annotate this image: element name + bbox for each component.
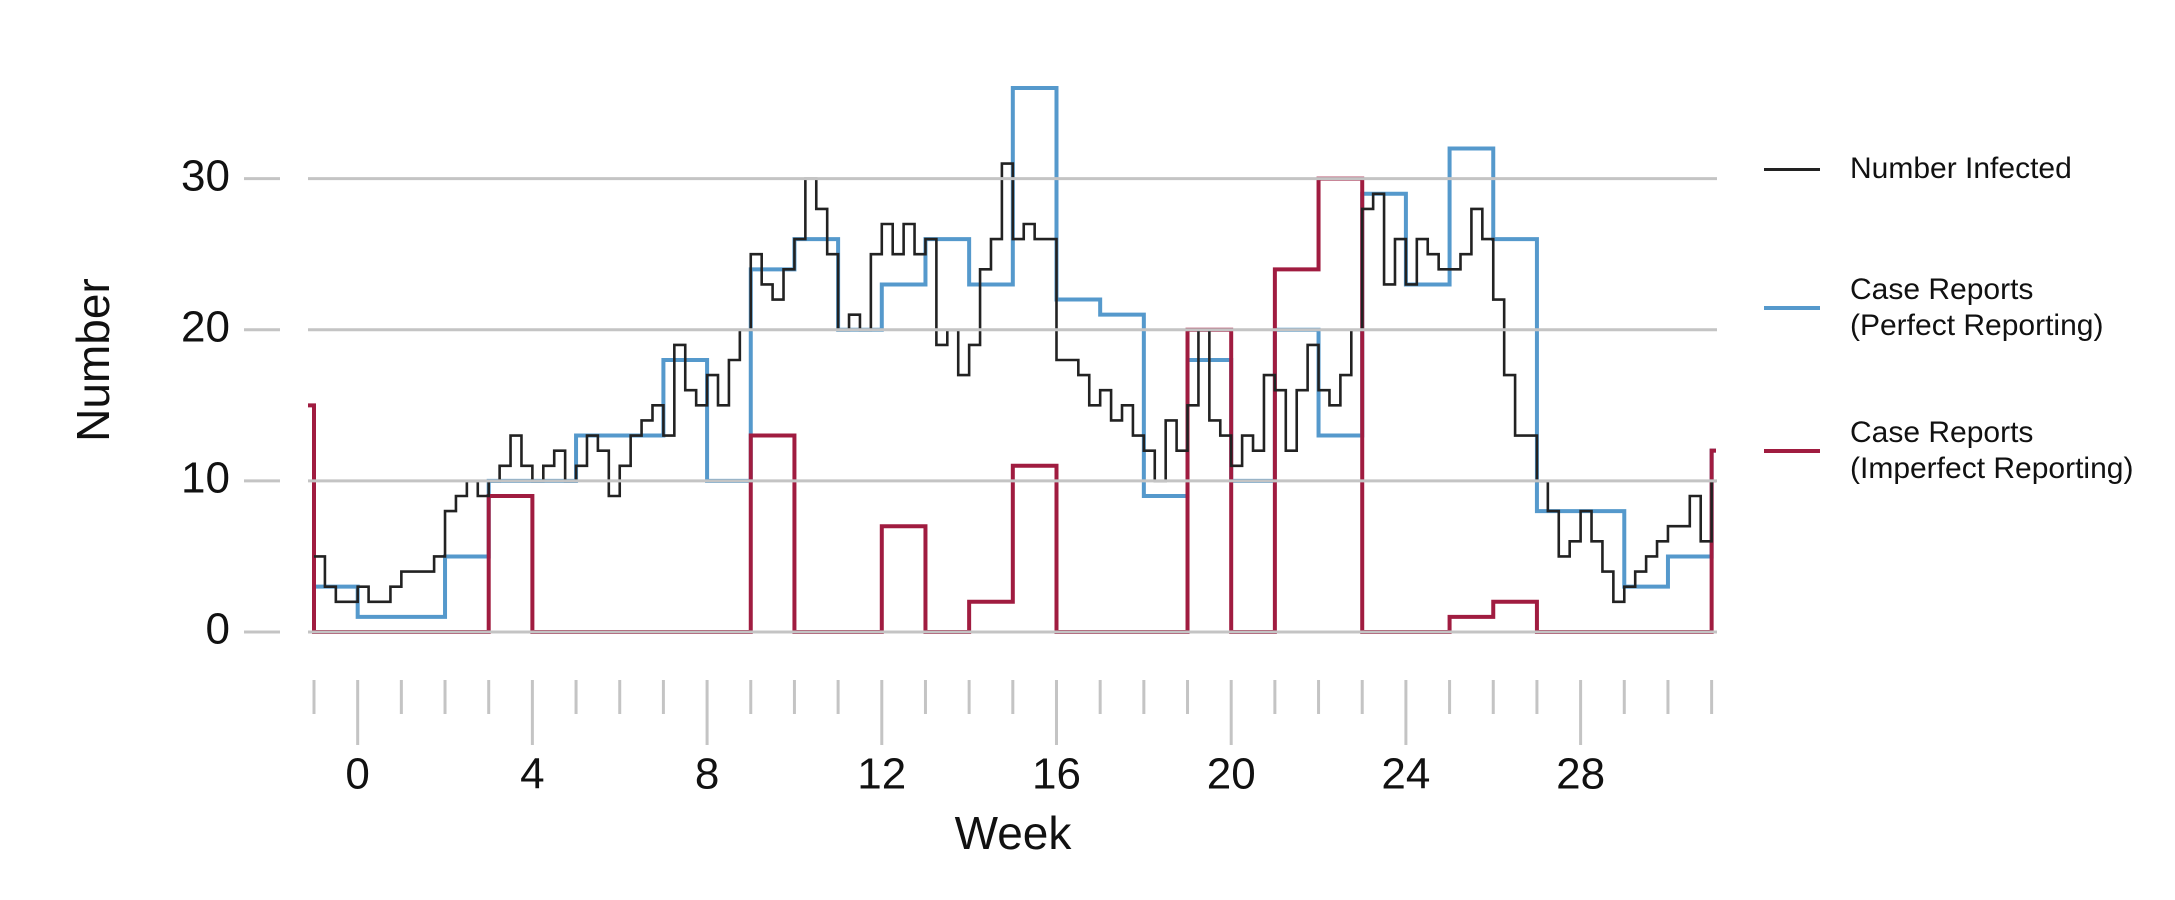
- legend-label: Case Reports (Perfect Reporting): [1850, 273, 2104, 342]
- x-tick-label: 20: [1207, 750, 1256, 799]
- legend-item: Number Infected: [1764, 151, 2072, 187]
- legend-item: Case Reports (Imperfect Reporting): [1764, 415, 2133, 487]
- step-line: [314, 162, 1716, 604]
- legend-swatch: [1764, 449, 1820, 453]
- y-tick-label: 20: [181, 302, 230, 351]
- x-axis-title: Week: [955, 807, 1073, 859]
- legend-label: Case Reports (Imperfect Reporting): [1850, 416, 2134, 485]
- x-tick-label: 16: [1032, 750, 1081, 799]
- x-tick-label: 24: [1381, 750, 1430, 799]
- x-tick-label: 8: [695, 750, 719, 799]
- legend-swatch: [1764, 167, 1820, 171]
- legend-swatch: [1764, 306, 1820, 310]
- step-line: [314, 86, 1716, 619]
- y-tick-label: 10: [181, 454, 230, 503]
- x-tick-label: 0: [345, 750, 369, 799]
- y-tick-label: 0: [206, 605, 230, 654]
- x-tick-label: 4: [520, 750, 544, 799]
- step-line: [308, 176, 1716, 634]
- legend-label: Number Infected: [1850, 152, 2072, 185]
- legend-item: Case Reports (Perfect Reporting): [1764, 272, 2103, 344]
- y-axis-title: Number: [67, 278, 119, 442]
- x-tick-label: 12: [857, 750, 906, 799]
- y-tick-label: 30: [181, 151, 230, 200]
- plot-area: [308, 86, 1716, 634]
- x-tick-label: 28: [1556, 750, 1605, 799]
